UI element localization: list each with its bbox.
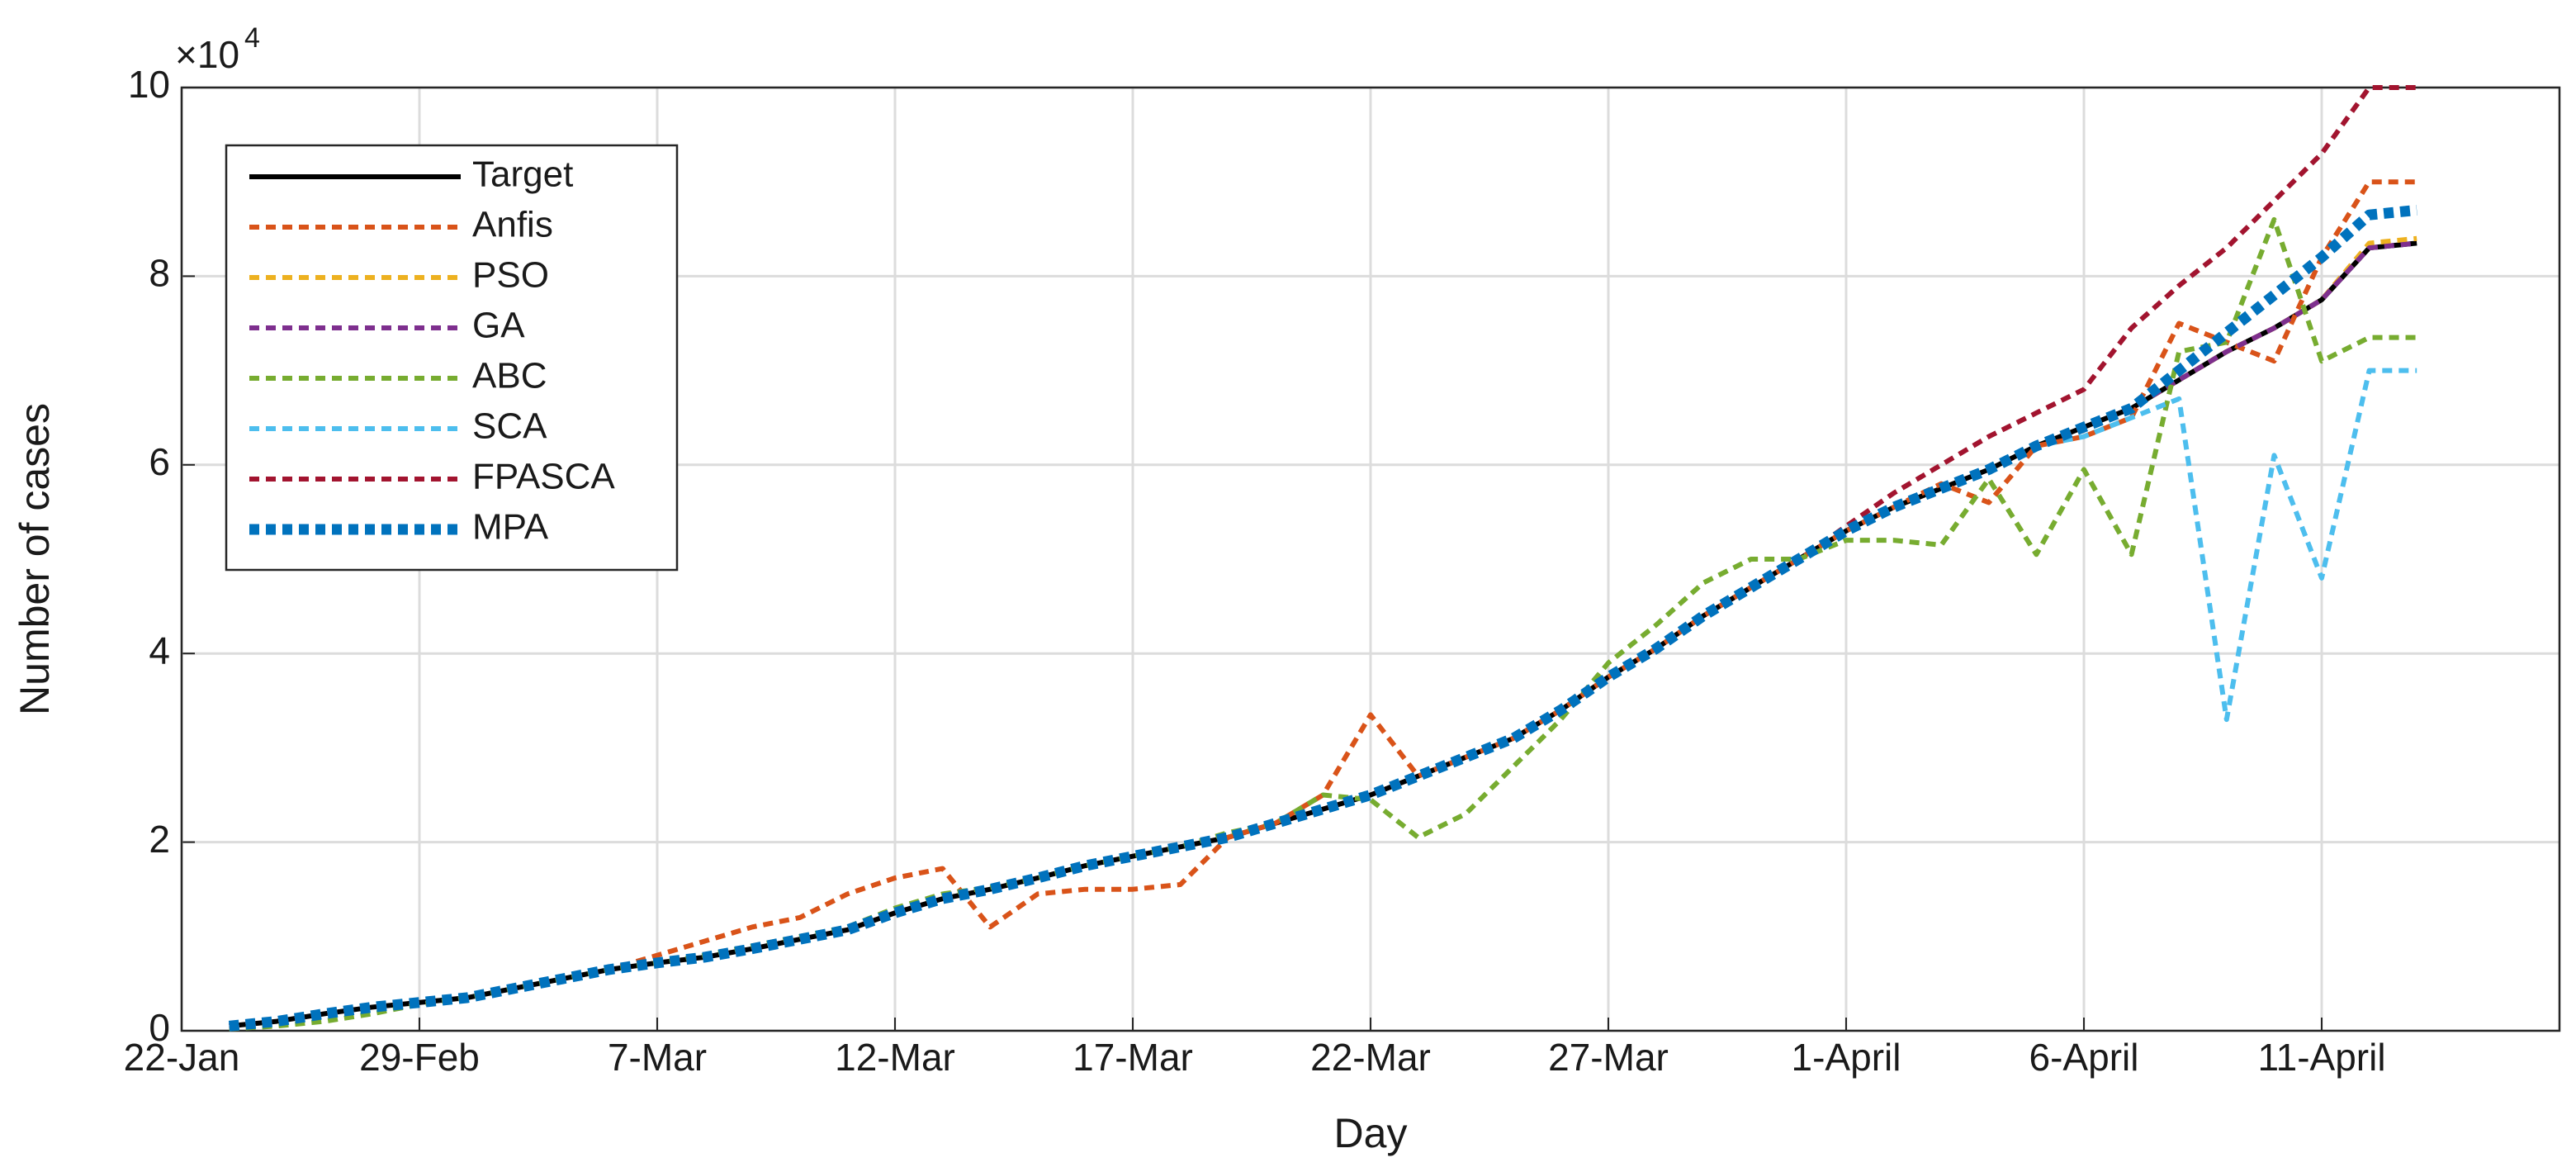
x-tick-label: 22-Jan	[124, 1036, 240, 1079]
legend-label: FPASCA	[472, 457, 615, 497]
x-axis-label: Day	[1334, 1110, 1408, 1156]
legend-label: ABC	[472, 356, 547, 396]
legend-label: MPA	[472, 507, 549, 548]
y-tick-label: 0	[149, 1006, 170, 1049]
x-tick-label: 17-Mar	[1073, 1036, 1193, 1079]
x-tick-label: 6-April	[2029, 1036, 2139, 1079]
y-tick-label: 6	[149, 440, 170, 483]
x-tick-label: 29-Feb	[359, 1036, 480, 1079]
axes-box	[180, 86, 2561, 1032]
x-tick-label: 7-Mar	[608, 1036, 707, 1079]
y-scale-exponent: 4	[244, 22, 260, 54]
x-tick-label: 22-Mar	[1310, 1036, 1431, 1079]
y-scale-label: ×10	[175, 33, 239, 76]
y-tick-label: 8	[149, 252, 170, 295]
legend-box	[225, 144, 679, 572]
data-line	[228, 204, 2417, 1032]
x-tick-label: 11-April	[2257, 1036, 2385, 1079]
x-tick-label: 1-April	[1792, 1036, 1901, 1079]
legend-label: Target	[472, 154, 573, 195]
legend-label: PSO	[472, 255, 549, 296]
y-axis-label: Number of cases	[12, 403, 58, 715]
y-tick-label: 10	[128, 63, 170, 106]
x-tick-label: 27-Mar	[1548, 1036, 1669, 1079]
legend-label: GA	[472, 306, 525, 346]
x-tick-label: 12-Mar	[835, 1036, 955, 1079]
legend-label: Anfis	[472, 205, 553, 245]
y-tick-label: 2	[149, 818, 170, 861]
legend: Target Anfis PSO GA ABC SCA FPASCA MPA	[225, 144, 679, 572]
y-tick-label: 4	[149, 629, 170, 671]
legend-label: SCA	[472, 406, 547, 447]
